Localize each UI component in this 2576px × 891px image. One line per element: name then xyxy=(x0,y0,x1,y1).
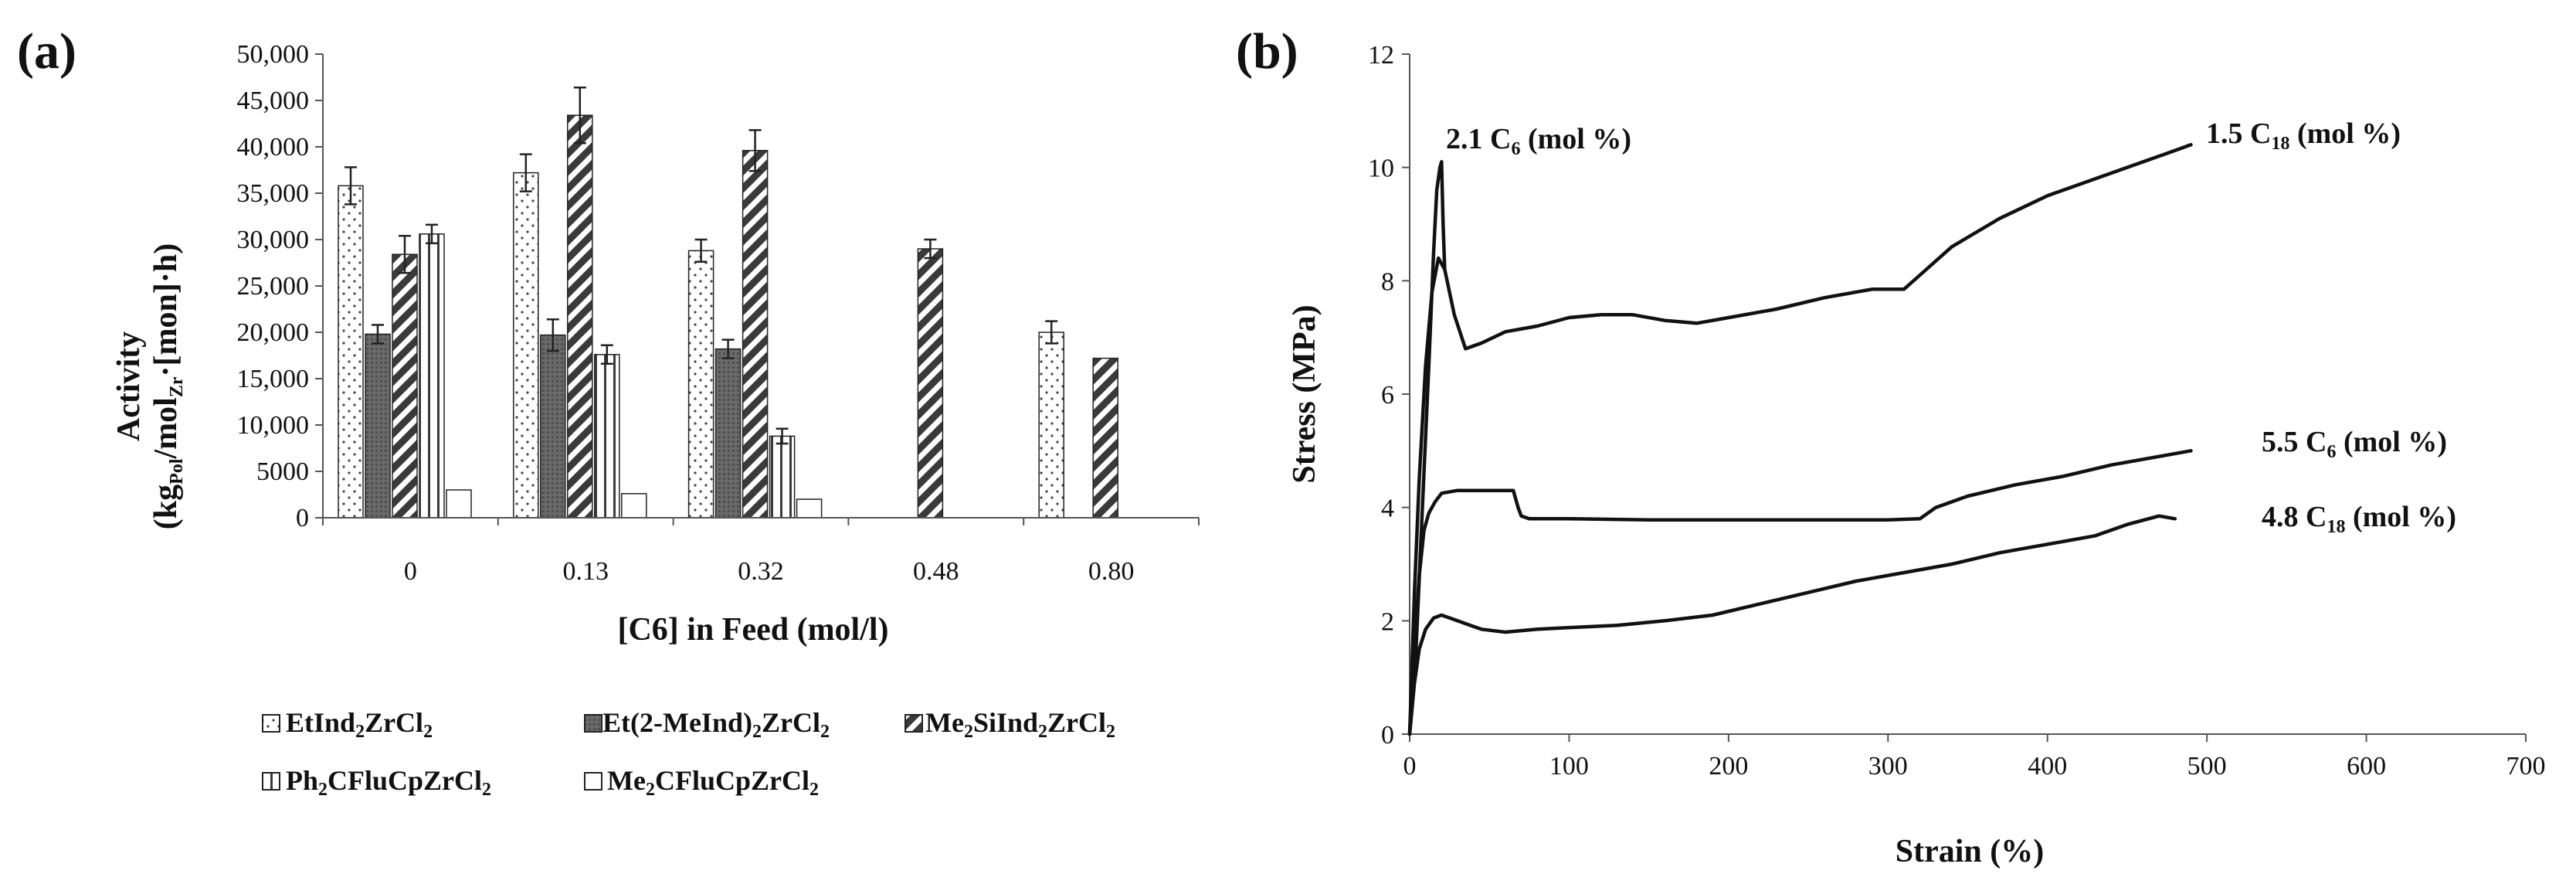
x-tick-label: 500 xyxy=(2187,752,2227,780)
bar xyxy=(513,172,539,519)
bar xyxy=(338,185,364,519)
legend-item-et2meind2zrcl2: Et(2-MeInd)2ZrCl2 xyxy=(584,707,830,742)
bar xyxy=(567,114,593,519)
x-tick-label: 0.48 xyxy=(913,557,959,586)
x-tick-label: 0.80 xyxy=(1088,557,1135,586)
bar xyxy=(365,333,391,519)
y-tick-label: 10,000 xyxy=(237,411,310,440)
bar xyxy=(1092,357,1118,519)
legend-item-ph2cflucpzrcl2: Ph2CFluCpZrCl2 xyxy=(262,765,491,800)
bars xyxy=(338,114,1118,519)
y-tick-label: 12 xyxy=(1368,41,1394,70)
legend-swatch-ph2cflucpzrcl2 xyxy=(262,772,280,791)
legend-label-etind2zrcl2: EtInd2ZrCl2 xyxy=(286,707,433,742)
legend: EtInd2ZrCl2 Et(2-MeInd)2ZrCl2 Me2SiInd2Z… xyxy=(262,707,1115,800)
y-tick-label: 0 xyxy=(1381,721,1394,750)
y-axis-title-line2: (kgPol/molZr·[mon]·h) xyxy=(148,243,187,529)
x-tick-label: 0 xyxy=(1403,752,1417,780)
x-axis-ticks: 0 0.13 0.32 0.48 0.80 xyxy=(322,518,1200,586)
y-tick-label: 4 xyxy=(1381,495,1394,523)
y-tick-label: 20,000 xyxy=(237,318,310,347)
legend-item-etind2zrcl2: EtInd2ZrCl2 xyxy=(262,707,433,742)
legend-swatch-me2cflucpzrcl2 xyxy=(584,772,602,791)
b-y-axis-title: Stress (MPa) xyxy=(1287,304,1322,483)
curve-label-5-5-c6: 5.5 C6 (mol %) xyxy=(2262,426,2447,462)
curves xyxy=(1407,143,2193,736)
legend-label-me2siind2zrcl2: Me2SiInd2ZrCl2 xyxy=(925,707,1115,742)
x-tick-label: 100 xyxy=(1549,752,1589,780)
panel-b-label: (b) xyxy=(1236,23,1298,80)
x-tick-label: 200 xyxy=(1709,752,1748,780)
legend-label-me2cflucpzrcl2: Me2CFluCpZrCl2 xyxy=(607,765,819,800)
bar xyxy=(419,233,445,519)
bar xyxy=(1038,332,1064,519)
legend-label-ph2cflucpzrcl2: Ph2CFluCpZrCl2 xyxy=(286,765,491,800)
x-tick-label: 600 xyxy=(2347,752,2386,780)
y-tick-label: 6 xyxy=(1381,381,1394,410)
curve-label-2-1-c6: 2.1 C6 (mol %) xyxy=(1446,123,1631,159)
legend-item-me2siind2zrcl2: Me2SiInd2ZrCl2 xyxy=(904,707,1115,742)
legend-label-et2meind2zrcl2: Et(2-MeInd)2ZrCl2 xyxy=(602,707,830,742)
x-tick-label: 400 xyxy=(2028,752,2067,780)
y-tick-label: 50,000 xyxy=(237,40,310,69)
line-chart-panel-b: 0 2 4 6 8 10 12 0 100 200 300 400 500 600 700 Stress (… xyxy=(1287,41,2546,869)
bar-chart-panel-a: 0 5000 10,000 15,000 20,000 25,000 30,000 35,00… xyxy=(111,40,1200,800)
bar xyxy=(621,493,647,519)
y-tick-label: 45,000 xyxy=(237,87,310,115)
panel-a-label: (a) xyxy=(17,23,76,80)
curve-2 xyxy=(1407,449,2193,736)
y-tick-label: 15,000 xyxy=(237,365,310,393)
y-axis-ticks: 0 5000 10,000 15,000 20,000 25,000 30,000 35,00… xyxy=(237,40,323,532)
bar xyxy=(796,498,823,519)
bar xyxy=(392,253,418,519)
bar xyxy=(917,248,944,519)
y-tick-label: 25,000 xyxy=(237,272,310,301)
y-tick-label: 0 xyxy=(296,504,309,532)
bar xyxy=(446,489,472,519)
x-tick-label: 700 xyxy=(2506,752,2546,780)
x-axis-title: [C6] in Feed (mol/l) xyxy=(617,612,888,648)
curve-label-4-8-c18: 4.8 C18 (mol %) xyxy=(2262,501,2456,537)
x-tick-label: 0.32 xyxy=(738,557,784,586)
y-tick-label: 10 xyxy=(1368,155,1394,183)
y-tick-label: 5000 xyxy=(256,457,309,486)
b-x-axis-title: Strain (%) xyxy=(1896,834,2045,869)
y-tick-label: 30,000 xyxy=(237,226,310,254)
curve-3 xyxy=(1407,514,2177,736)
bar xyxy=(714,348,742,519)
y-axis-title-line1: Activity xyxy=(111,332,147,441)
x-tick-label: 0 xyxy=(404,557,417,586)
legend-item-me2cflucpzrcl2: Me2CFluCpZrCl2 xyxy=(584,765,819,800)
legend-swatch-et2meind2zrcl2 xyxy=(584,714,602,733)
x-tick-label: 0.13 xyxy=(562,557,609,586)
y-tick-label: 2 xyxy=(1381,607,1394,636)
bar xyxy=(769,435,796,519)
error-bars xyxy=(344,86,1058,445)
curve-1 xyxy=(1407,143,2193,736)
y-tick-label: 40,000 xyxy=(237,133,310,162)
bar xyxy=(540,334,566,519)
y-tick-label: 35,000 xyxy=(237,179,310,208)
y-tick-label: 8 xyxy=(1381,267,1394,296)
bar xyxy=(594,354,620,519)
legend-swatch-me2siind2zrcl2 xyxy=(904,714,923,733)
bar xyxy=(742,150,769,519)
axis-ticks: 0 2 4 6 8 10 12 0 100 200 300 400 500 600 700 xyxy=(1368,41,2546,780)
bar xyxy=(687,250,714,519)
legend-swatch-etind2zrcl2 xyxy=(262,714,280,733)
x-tick-label: 300 xyxy=(1868,752,1908,780)
curve-label-1-5-c18: 1.5 C18 (mol %) xyxy=(2206,117,2401,154)
